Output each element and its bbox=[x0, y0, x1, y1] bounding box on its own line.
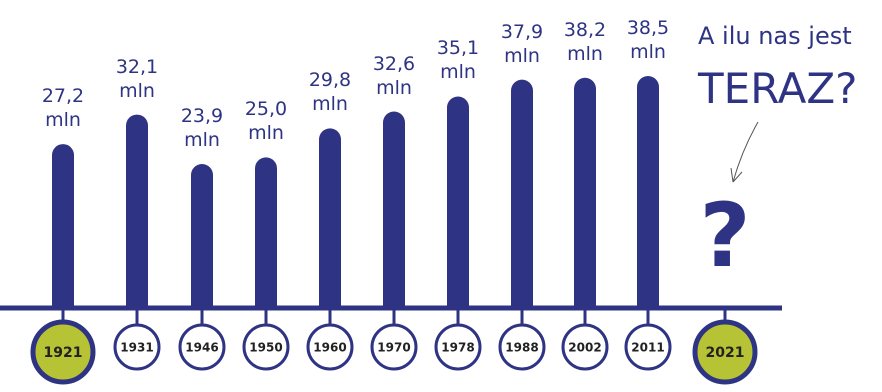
value-label: 38,2 mln bbox=[563, 18, 607, 65]
x-tick-label: 1970 bbox=[377, 341, 410, 355]
year-circle bbox=[242, 323, 290, 371]
year-circle bbox=[113, 323, 161, 371]
year-circle bbox=[30, 319, 96, 385]
year-circle bbox=[434, 323, 482, 371]
value-label: 35,1 mln bbox=[436, 37, 480, 84]
x-tick-label: 2021 bbox=[706, 345, 745, 361]
x-tick-label: 1950 bbox=[249, 341, 282, 355]
year-circle bbox=[561, 323, 609, 371]
value-label: 25,0 mln bbox=[244, 98, 288, 145]
value-label: 23,9 mln bbox=[180, 104, 224, 151]
x-tick-label: 1988 bbox=[505, 341, 538, 355]
bar bbox=[191, 163, 213, 308]
value-label: 32,1 mln bbox=[115, 55, 159, 102]
x-tick-label: 1946 bbox=[185, 341, 218, 355]
year-circle bbox=[624, 323, 672, 371]
bar bbox=[574, 77, 596, 308]
x-tick-label: 2011 bbox=[631, 341, 664, 355]
year-circle bbox=[498, 323, 546, 371]
unknown-marker: ? bbox=[699, 184, 751, 287]
bar bbox=[447, 96, 469, 308]
x-tick-label: 1978 bbox=[441, 341, 474, 355]
annotation: TERAZ? bbox=[698, 64, 858, 113]
year-circle bbox=[370, 323, 418, 371]
bar bbox=[319, 128, 341, 308]
x-tick-label: 2002 bbox=[568, 341, 601, 355]
annotation: A ilu nas jest bbox=[698, 22, 852, 50]
value-label: 38,5 mln bbox=[626, 17, 670, 63]
bar bbox=[383, 111, 405, 308]
year-circle bbox=[692, 319, 758, 385]
bar bbox=[511, 79, 533, 308]
bar bbox=[255, 157, 277, 308]
value-label: 37,9 mln bbox=[500, 20, 544, 67]
value-label: 32,6 mln bbox=[372, 52, 416, 99]
x-tick-label: 1921 bbox=[44, 345, 83, 361]
arrow bbox=[730, 121, 759, 183]
value-label: 27,2 mln bbox=[41, 85, 85, 132]
bar bbox=[637, 76, 659, 308]
year-circle bbox=[178, 323, 226, 371]
x-tick-label: 1931 bbox=[120, 341, 153, 355]
value-label: 29,8 mln bbox=[308, 69, 352, 116]
bar bbox=[52, 144, 74, 308]
x-tick-label: 1960 bbox=[313, 341, 346, 355]
year-circle bbox=[306, 323, 354, 371]
bar bbox=[126, 114, 148, 308]
